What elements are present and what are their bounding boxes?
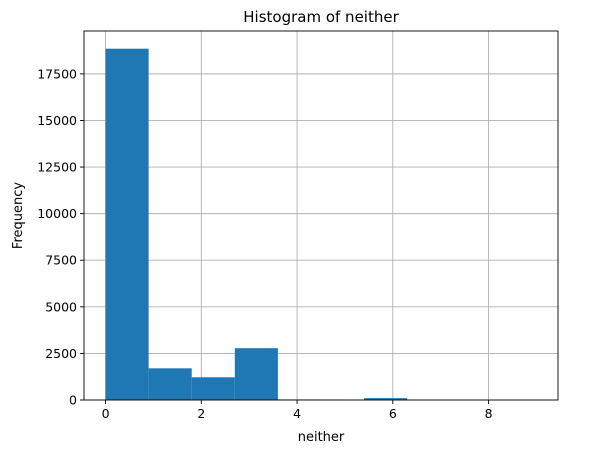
- x-axis-label: neither: [298, 430, 345, 445]
- histogram-bar: [364, 398, 408, 400]
- chart-title: Histogram of neither: [243, 8, 399, 26]
- x-tick-label: 8: [485, 406, 493, 421]
- histogram-bar: [148, 368, 192, 400]
- histogram-bar: [234, 348, 278, 400]
- y-tick-label: 7500: [45, 253, 77, 268]
- x-tick-label: 2: [197, 406, 205, 421]
- histogram-bar: [191, 377, 235, 400]
- y-tick-label: 0: [69, 393, 77, 408]
- plot-frame: [83, 30, 559, 401]
- y-tick-label: 2500: [45, 346, 77, 361]
- y-tick-label: 12500: [37, 160, 77, 175]
- x-tick-label: 6: [389, 406, 397, 421]
- y-tick-label: 10000: [37, 206, 77, 221]
- x-tick-label: 0: [102, 406, 110, 421]
- y-tick-label: 15000: [37, 113, 77, 128]
- y-axis-label: Frequency: [11, 182, 26, 249]
- x-tick-label: 4: [293, 406, 301, 421]
- bars-layer: [105, 48, 408, 401]
- grid-layer: [84, 31, 558, 401]
- y-tick-label: 5000: [45, 299, 77, 314]
- histogram-bar: [105, 48, 149, 401]
- y-tick-label: 17500: [37, 66, 77, 81]
- ticks-layer: 0 2 4 6 8 0 2500 5000 7500 10000 12500 15000 17500: [37, 66, 492, 421]
